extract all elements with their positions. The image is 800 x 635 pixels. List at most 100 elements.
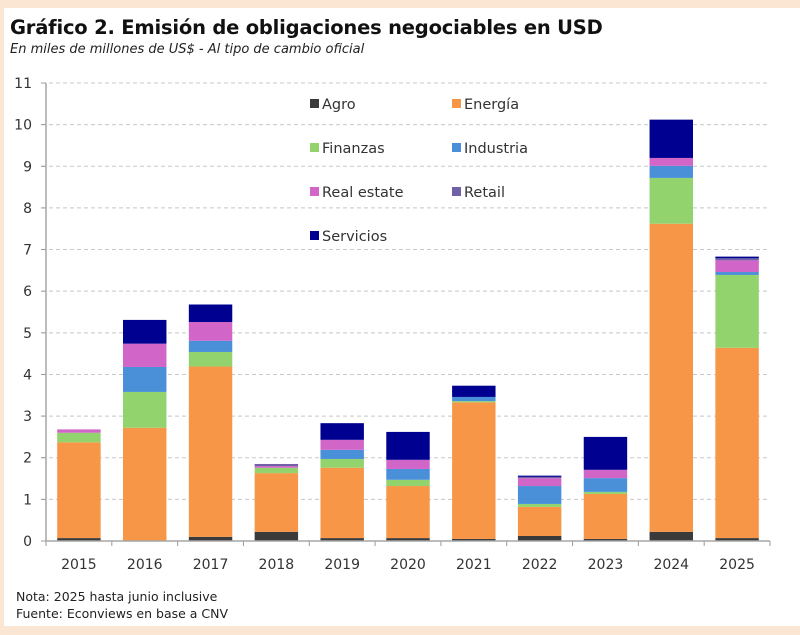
legend-label: Industria <box>464 141 528 157</box>
bar-segment-finanzas-2022 <box>517 503 562 507</box>
bar-segment-finanzas-2024 <box>649 177 693 224</box>
bar-segment-agro-2019 <box>320 538 364 541</box>
bar-segment-agro-2020 <box>386 538 430 541</box>
bar-segment-industria-2016 <box>123 366 167 392</box>
legend-label: Retail <box>464 185 505 201</box>
bar-segment-energía-2024 <box>649 223 693 532</box>
bar-segment-servicios-2021 <box>452 385 496 397</box>
bar-segment-agro-2015 <box>57 538 101 541</box>
x-tick-label: 2024 <box>653 557 689 573</box>
bar-segment-energía-2018 <box>254 473 299 532</box>
bar-segment-servicios-2017 <box>188 304 233 322</box>
bar-segment-finanzas-2016 <box>123 391 167 428</box>
bar-segment-finanzas-2021 <box>452 401 496 403</box>
x-tick-label: 2022 <box>522 557 558 573</box>
y-tick-label: 11 <box>14 76 32 92</box>
y-tick-label: 0 <box>23 534 32 550</box>
note-text: Nota: 2025 hasta junio inclusive <box>16 589 218 604</box>
x-tick-label: 2017 <box>193 557 229 573</box>
bars <box>57 119 759 542</box>
bar-segment-retail-2025 <box>715 258 759 261</box>
bar-segment-energía-2016 <box>123 427 167 541</box>
bar-segment-finanzas-2018 <box>254 467 299 474</box>
y-tick-label: 5 <box>23 326 32 342</box>
bar-segment-finanzas-2019 <box>320 458 364 468</box>
legend-swatch-industria <box>452 143 461 152</box>
bar-segment-servicios-2019 <box>320 423 364 440</box>
legend-label: Energía <box>464 97 519 113</box>
axes: 0 1 2 3 4 5 6 7 8 9 10 11 2015 2016 2017 2018 2019 2020 20… <box>14 76 771 573</box>
bar-segment-servicios-2025 <box>715 256 759 259</box>
bar-segment-energía-2025 <box>715 347 759 539</box>
x-tick-label: 2021 <box>456 557 492 573</box>
legend-swatch-real-estate <box>310 187 319 196</box>
x-tick-label: 2015 <box>61 557 97 573</box>
bar-segment-servicios-2024 <box>649 119 693 158</box>
bar-segment-agro-2021 <box>452 538 496 541</box>
bar-segment-industria-2021 <box>452 396 496 402</box>
bar-segment-real-estate-2016 <box>123 343 167 367</box>
bar-segment-finanzas-2025 <box>715 274 759 348</box>
bar-segment-energía-2023 <box>583 493 628 539</box>
y-tick-label: 9 <box>23 159 32 175</box>
bar-segment-energía-2017 <box>188 366 233 537</box>
bar-segment-industria-2022 <box>517 486 562 504</box>
bar-segment-energía-2015 <box>57 442 101 539</box>
legend-label: Servicios <box>322 229 387 245</box>
legend-label: Agro <box>322 97 356 113</box>
chart-subtitle: En miles de millones de US$ - Al tipo de… <box>10 42 365 57</box>
y-tick-label: 6 <box>23 284 32 300</box>
legend-swatch-finanzas <box>310 143 319 152</box>
bar-segment-industria-2020 <box>386 468 430 480</box>
bar-segment-real-estate-2018 <box>254 466 299 468</box>
bar-segment-finanzas-2023 <box>583 491 628 494</box>
bar-segment-retail-2022 <box>517 476 562 479</box>
y-tick-label: 8 <box>23 201 32 217</box>
bar-segment-industria-2023 <box>583 478 628 492</box>
bar-segment-agro-2017 <box>188 536 233 541</box>
y-tick-label: 4 <box>23 367 32 383</box>
legend-swatch-retail <box>452 187 461 196</box>
bar-segment-agro-2025 <box>715 538 759 541</box>
bar-segment-agro-2023 <box>583 538 628 541</box>
bar-segment-energía-2019 <box>320 467 364 539</box>
y-tick-label: 3 <box>23 409 32 425</box>
bar-segment-real-estate-2025 <box>715 260 759 273</box>
y-tick-label: 10 <box>14 118 32 134</box>
bar-segment-real-estate-2023 <box>583 469 628 479</box>
bar-segment-energía-2022 <box>517 506 562 537</box>
x-tick-label: 2023 <box>588 557 624 573</box>
legend: Agro Energía Finanzas Industria Real estate R… <box>310 97 528 245</box>
bar-segment-finanzas-2017 <box>188 351 233 367</box>
chart-title: Gráfico 2. Emisión de obligaciones negoc… <box>10 16 603 39</box>
bar-segment-agro-2022 <box>517 536 562 541</box>
y-tick-label: 2 <box>23 451 32 467</box>
bar-segment-servicios-2023 <box>583 436 628 470</box>
chart-notes: Nota: 2025 hasta junio inclusive Fuente:… <box>16 588 228 622</box>
bar-segment-finanzas-2015 <box>57 432 101 443</box>
bar-segment-industria-2025 <box>715 272 759 275</box>
bar-segment-energía-2020 <box>386 486 430 539</box>
bar-segment-real-estate-2019 <box>320 439 364 450</box>
x-tick-label: 2019 <box>324 557 360 573</box>
x-tick-label: 2016 <box>127 557 163 573</box>
bar-segment-real-estate-2017 <box>188 321 233 341</box>
bar-segment-industria-2019 <box>320 449 364 459</box>
bar-segment-agro-2024 <box>649 531 693 541</box>
bar-segment-real-estate-2024 <box>649 157 693 166</box>
source-text: Fuente: Econviews en base a CNV <box>16 606 229 621</box>
legend-swatch-servicios <box>310 231 319 240</box>
bar-segment-retail-2018 <box>254 463 299 467</box>
x-tick-label: 2018 <box>259 557 295 573</box>
bar-segment-servicios-2022 <box>517 475 562 477</box>
legend-swatch-energía <box>452 99 461 108</box>
legend-label: Real estate <box>322 185 404 201</box>
legend-label: Finanzas <box>322 141 385 157</box>
bar-segment-industria-2024 <box>649 165 693 178</box>
bar-segment-finanzas-2020 <box>386 479 430 487</box>
bar-segment-industria-2017 <box>188 340 233 352</box>
bar-segment-energía-2021 <box>452 402 496 539</box>
x-tick-label: 2020 <box>390 557 426 573</box>
bar-segment-real-estate-2020 <box>386 459 430 469</box>
